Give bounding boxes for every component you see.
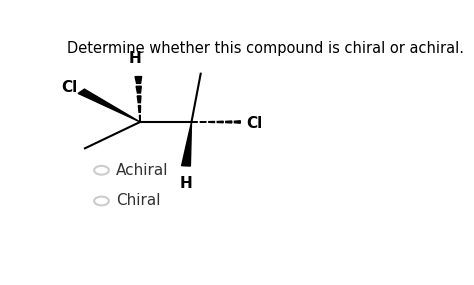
Polygon shape	[139, 115, 140, 122]
Text: Achiral: Achiral	[116, 163, 169, 178]
Polygon shape	[182, 122, 191, 166]
Polygon shape	[138, 105, 141, 112]
Polygon shape	[209, 121, 215, 123]
Text: H: H	[128, 51, 141, 66]
Polygon shape	[226, 121, 232, 123]
Text: Determine whether this compound is chiral or achiral.: Determine whether this compound is chira…	[66, 41, 464, 56]
Polygon shape	[136, 86, 141, 93]
Text: H: H	[180, 176, 192, 191]
Polygon shape	[135, 77, 142, 84]
Polygon shape	[217, 121, 223, 123]
Text: Chiral: Chiral	[116, 194, 161, 209]
Text: Cl: Cl	[61, 80, 78, 95]
Polygon shape	[78, 89, 140, 122]
Polygon shape	[234, 121, 240, 123]
Text: Cl: Cl	[246, 116, 263, 131]
Polygon shape	[137, 96, 141, 103]
